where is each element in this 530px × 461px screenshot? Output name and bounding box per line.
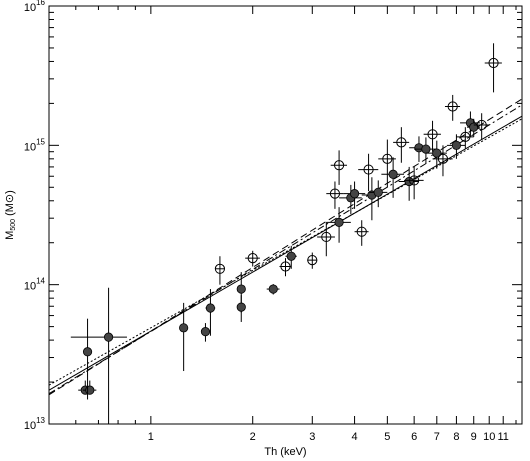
filled-marker: [286, 251, 296, 261]
data-point: [326, 207, 351, 243]
x-tick-label: 10: [483, 431, 495, 443]
data-point: [446, 134, 466, 159]
data-point: [354, 220, 369, 246]
open-marker: [427, 129, 438, 140]
fit-line-dashed: [48, 98, 523, 396]
open-marker: [396, 137, 407, 148]
x-tick-label: 2: [250, 431, 256, 443]
open-marker: [460, 131, 471, 142]
filled-marker: [179, 323, 189, 333]
x-tick-label: 3: [309, 431, 315, 443]
x-tick-label: 4: [352, 431, 358, 443]
data-point: [279, 258, 292, 277]
open-marker: [437, 153, 449, 164]
data-point: [381, 157, 405, 198]
data-point: [343, 181, 366, 209]
open-marker: [307, 255, 318, 266]
x-tick-label: 1: [148, 431, 154, 443]
y-axis: 1013 1014 1015 1016: [24, 0, 522, 432]
data-point: [266, 284, 280, 295]
open-marker: [409, 175, 420, 186]
plot-frame: [48, 5, 523, 425]
y-axis-label-unit: (M⊙): [4, 190, 16, 219]
fit-line-solid: [48, 115, 523, 391]
y-tick-label: 1016: [24, 0, 46, 14]
data-point: [339, 184, 362, 215]
y-tick-label: 1013: [24, 416, 46, 432]
x-axis: 1 2 3 4 5 6 7 8 9 10 11: [75, 6, 517, 443]
filled-marker: [373, 187, 383, 197]
filled-marker: [200, 327, 211, 337]
data-point: [82, 318, 93, 400]
data-point: [330, 150, 348, 185]
data-point: [236, 295, 246, 322]
y-axis-label: M500 (M⊙): [4, 190, 17, 240]
x-tick-label: 9: [471, 431, 477, 443]
x-tick-label: 11: [498, 431, 509, 443]
filled-marker: [103, 332, 114, 342]
y-axis-label-main: M: [4, 231, 16, 240]
data-point: [358, 153, 379, 192]
filled-marker: [85, 385, 95, 395]
x-tick-label: 5: [384, 431, 390, 443]
data-point: [484, 43, 502, 93]
open-marker: [488, 57, 499, 69]
open-marker: [247, 253, 258, 264]
data-point: [317, 222, 335, 257]
x-tick-label: 7: [434, 431, 440, 443]
data-point: [398, 166, 419, 201]
open-marker: [363, 164, 374, 175]
data-point: [432, 145, 453, 177]
y-tick-label: 1015: [24, 137, 46, 153]
x-axis-label: Th (keV): [264, 446, 306, 458]
filled-marker: [205, 303, 216, 313]
data-point: [326, 181, 344, 209]
data-point: [285, 245, 297, 269]
data-point: [423, 120, 441, 152]
filled-marker: [82, 347, 93, 357]
open-marker: [280, 261, 291, 272]
data-point: [214, 256, 226, 285]
data-point: [70, 287, 127, 424]
data-point: [205, 289, 216, 336]
data-point: [245, 250, 260, 267]
open-marker: [321, 231, 332, 243]
filled-marker: [349, 189, 360, 199]
data-point: [378, 139, 396, 188]
filled-marker: [268, 284, 278, 294]
x-tick-label: 6: [411, 431, 417, 443]
y-axis-label-subscript: 500: [10, 219, 17, 231]
data-points: [70, 43, 502, 424]
filled-marker: [334, 217, 344, 227]
data-point: [368, 180, 388, 208]
y-tick-label: 1014: [24, 277, 46, 293]
data-point: [200, 323, 211, 342]
data-point: [393, 127, 410, 163]
open-marker: [329, 188, 341, 199]
filled-marker: [236, 302, 246, 312]
fit-lines: [48, 98, 523, 396]
open-marker: [447, 101, 458, 112]
open-marker: [382, 153, 393, 164]
filled-marker: [432, 148, 442, 158]
filled-marker: [451, 140, 462, 150]
data-point: [456, 127, 474, 149]
filled-marker: [388, 169, 398, 179]
open-marker: [333, 160, 345, 171]
open-marker: [214, 263, 226, 274]
filled-marker: [236, 284, 246, 294]
x-tick-label: 8: [453, 431, 459, 443]
data-point: [404, 166, 424, 200]
filled-marker: [421, 144, 431, 154]
data-point: [473, 113, 490, 140]
open-marker: [356, 226, 367, 237]
data-point: [444, 94, 461, 121]
data-point: [307, 252, 318, 269]
open-marker: [476, 119, 487, 131]
data-point: [179, 302, 189, 372]
